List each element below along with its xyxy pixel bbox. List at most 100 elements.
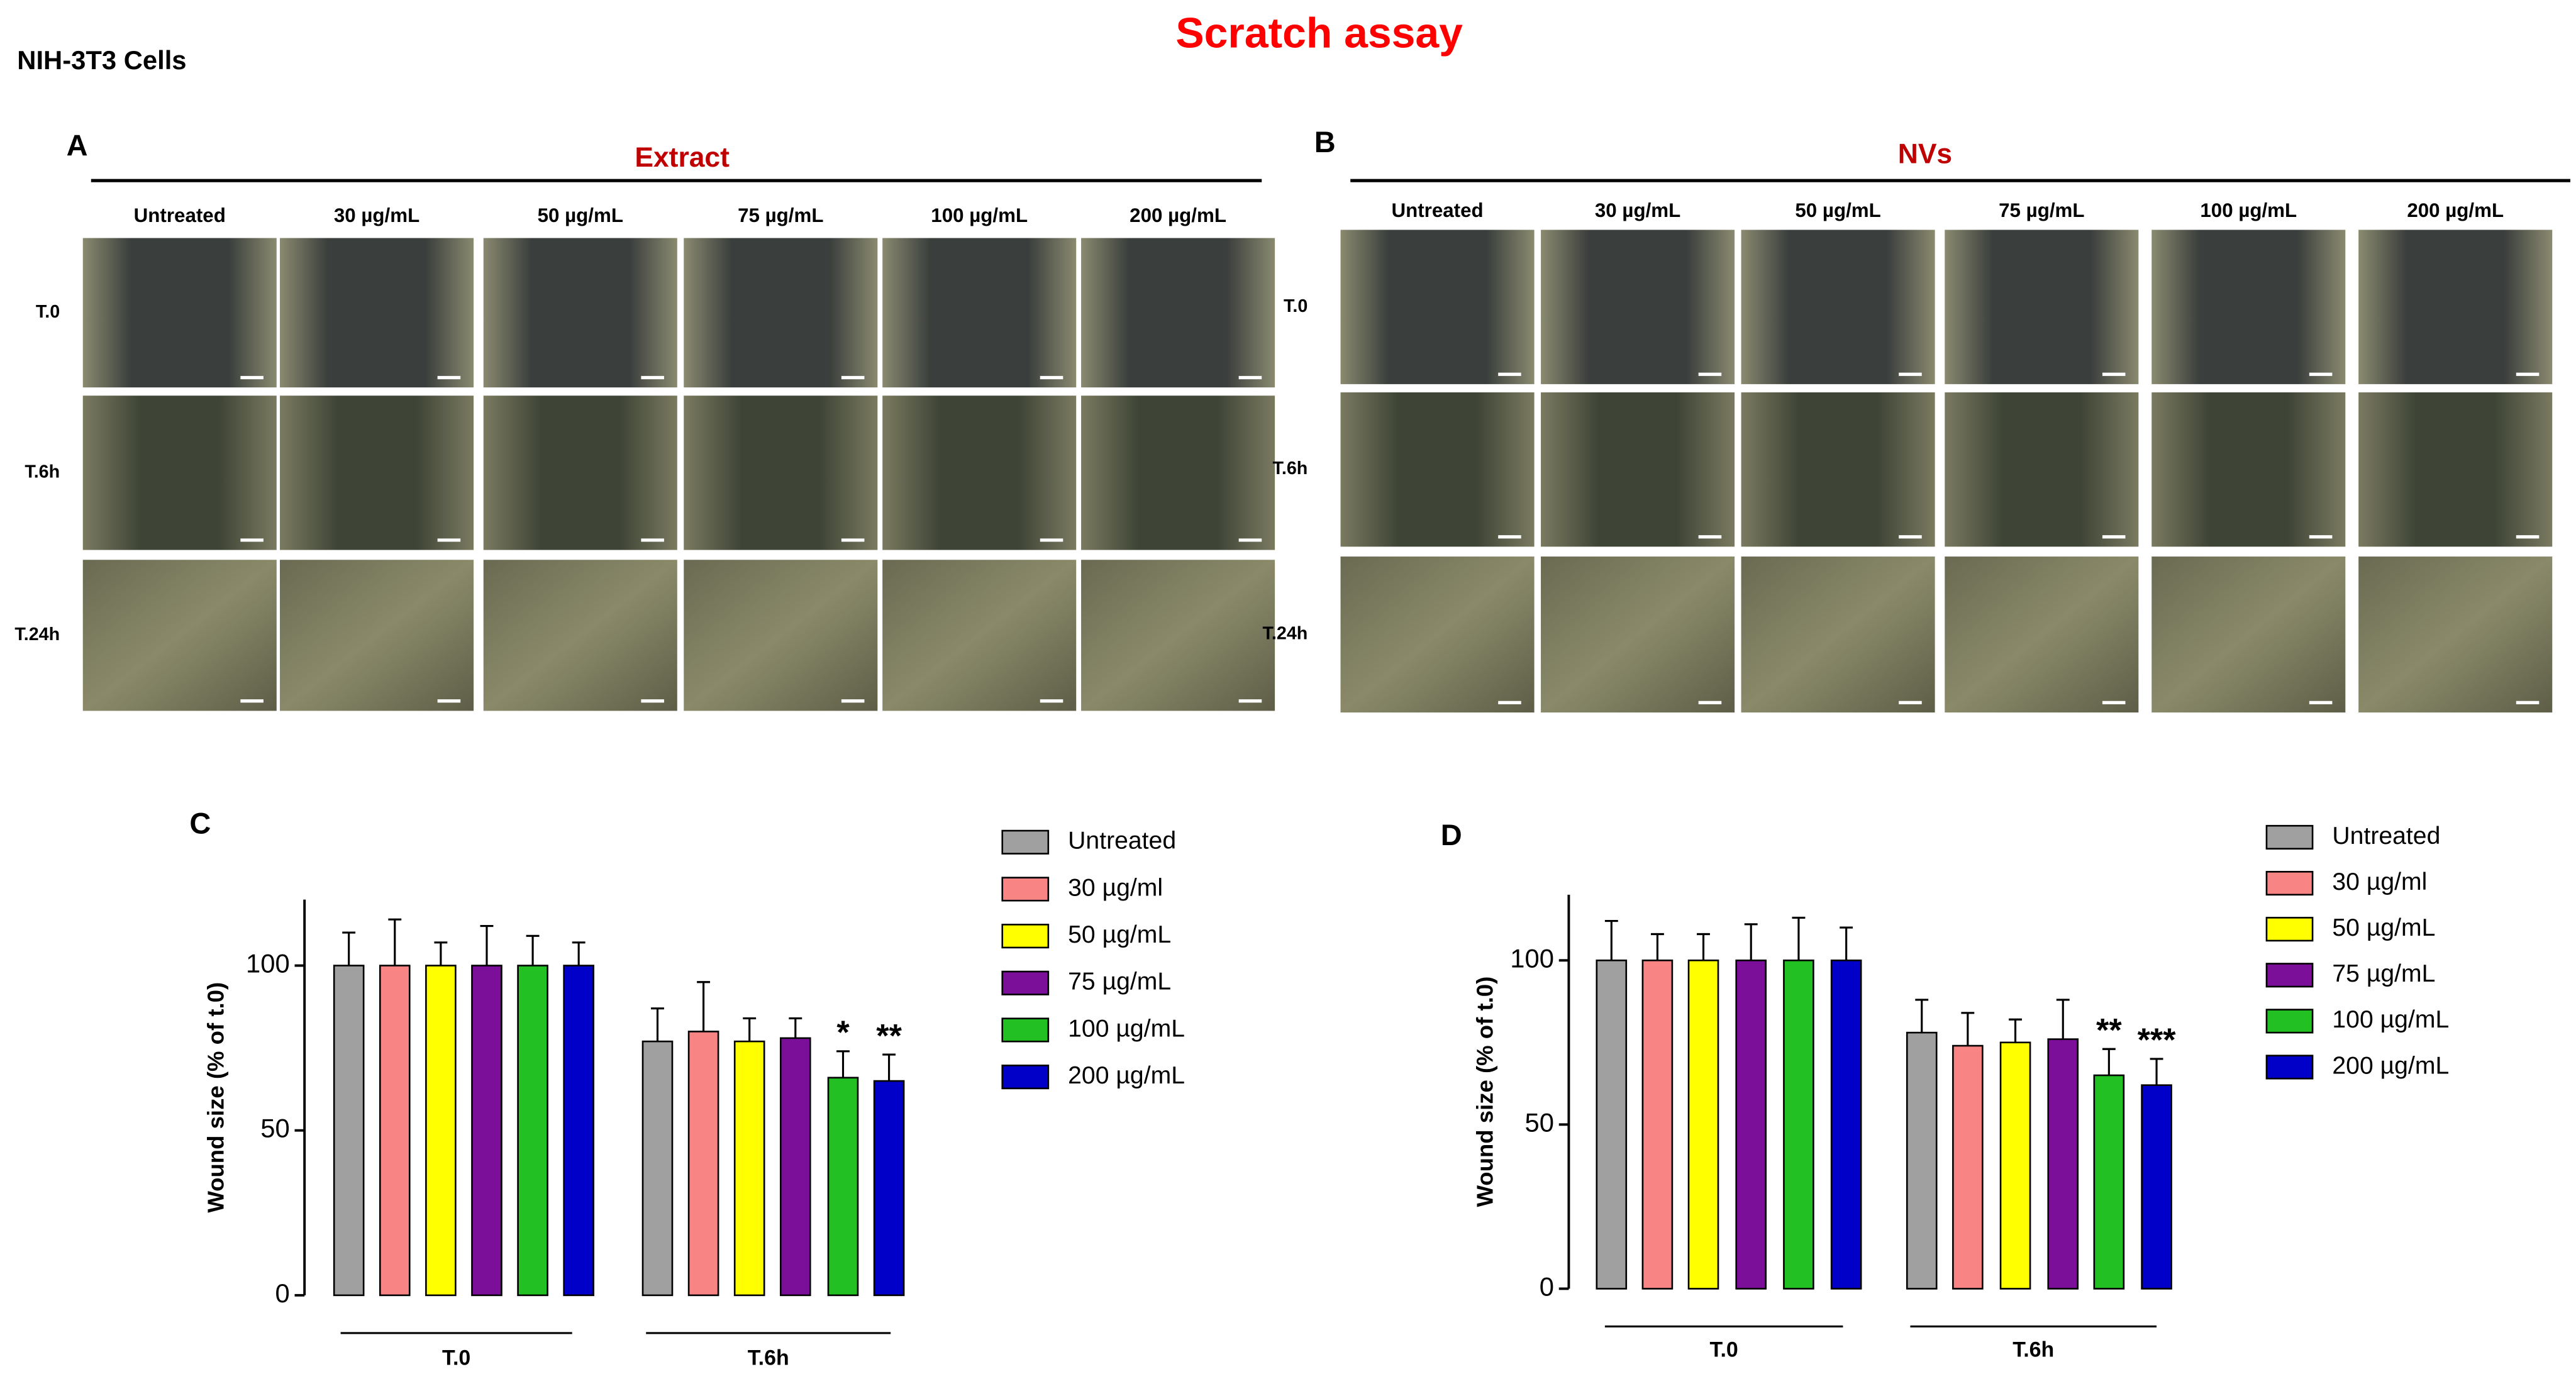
- micrograph: [280, 560, 474, 711]
- legend-label: 30 µg/ml: [2332, 868, 2427, 895]
- bar: [733, 1040, 765, 1297]
- panel-heading: Extract: [635, 142, 730, 173]
- column-label: 100 µg/mL: [2200, 199, 2297, 221]
- legend-swatch: [2265, 963, 2314, 988]
- legend-swatch: [2265, 917, 2314, 942]
- column-label: 200 µg/mL: [1130, 204, 1226, 226]
- error-bar: [836, 1050, 850, 1078]
- error-bar: [882, 1053, 896, 1082]
- significance-mark: **: [876, 1018, 902, 1055]
- micrograph: [2358, 230, 2553, 384]
- x-tick-label: T.6h: [2012, 1338, 2054, 1362]
- error-bar: [1604, 920, 1618, 961]
- legend-label: 75 µg/mL: [1068, 968, 1171, 995]
- micrograph: [1945, 230, 2139, 384]
- error-bar: [480, 925, 494, 966]
- micrograph: [1340, 230, 1535, 384]
- micrograph: [1081, 560, 1275, 711]
- row-label: T.24h: [14, 624, 60, 645]
- error-bar: [2009, 1018, 2022, 1043]
- micrograph: [1741, 557, 1935, 713]
- row-label: T.6h: [25, 462, 60, 482]
- legend-swatch: [2265, 870, 2314, 896]
- error-bar: [1792, 916, 1806, 961]
- micrograph: [1741, 392, 1935, 547]
- y-axis-label: Wound size (% of t.0): [203, 982, 228, 1213]
- error-bar: [1840, 926, 1853, 961]
- column-label: Untreated: [1391, 199, 1483, 221]
- micrograph: [1541, 557, 1735, 713]
- bar: [1999, 1041, 2031, 1290]
- cell-line-label: NIH-3T3 Cells: [17, 45, 186, 75]
- micrograph: [1340, 392, 1535, 547]
- bar: [641, 1040, 674, 1297]
- micrograph: [82, 396, 277, 550]
- x-tick-label: T.0: [1710, 1338, 1738, 1362]
- y-tick-label: 50: [260, 1114, 289, 1143]
- error-bar: [1961, 1012, 1975, 1046]
- bar: [563, 965, 594, 1297]
- micrograph: [882, 560, 1077, 711]
- legend-swatch: [1001, 1065, 1050, 1090]
- legend-label: 75 µg/mL: [2332, 960, 2435, 987]
- figure-title: Scratch assay: [1175, 9, 1463, 57]
- error-bar: [342, 931, 356, 966]
- bar: [687, 1031, 719, 1297]
- y-axis-label: Wound size (% of t.0): [1472, 977, 1498, 1207]
- column-label: 30 µg/mL: [334, 204, 419, 226]
- bar: [379, 965, 411, 1297]
- row-label: T.0: [1284, 296, 1307, 316]
- bar: [1687, 959, 1719, 1290]
- error-bar: [1650, 933, 1664, 961]
- legend-label: 100 µg/mL: [1068, 1015, 1185, 1042]
- error-bar: [789, 1017, 802, 1038]
- panel-label: C: [189, 807, 211, 840]
- legend-label: 200 µg/mL: [2332, 1052, 2449, 1079]
- column-label: 200 µg/mL: [2407, 199, 2504, 221]
- y-tick-label: 0: [275, 1278, 289, 1308]
- bar: [1830, 959, 1862, 1290]
- significance-mark: *: [836, 1015, 850, 1051]
- error-bar: [2150, 1058, 2163, 1085]
- bar: [1783, 959, 1814, 1290]
- y-tick-label: 100: [1510, 943, 1554, 973]
- y-tick-label: 100: [246, 949, 290, 978]
- bar: [1906, 1031, 1938, 1290]
- micrograph: [2151, 392, 2346, 547]
- x-tick-label: T.6h: [748, 1346, 789, 1370]
- column-label: 75 µg/mL: [1999, 199, 2084, 221]
- micrograph: [1081, 396, 1275, 550]
- legend-label: Untreated: [1068, 828, 1176, 855]
- error-bar: [572, 941, 586, 966]
- bar: [517, 965, 548, 1297]
- legend-swatch: [2265, 824, 2314, 850]
- y-tick-label: 50: [1524, 1107, 1553, 1137]
- micrograph: [1541, 230, 1735, 384]
- legend-swatch: [1001, 970, 1050, 995]
- micrograph: [483, 560, 677, 711]
- error-bar: [526, 934, 540, 966]
- significance-mark: **: [2096, 1012, 2122, 1049]
- legend-label: 50 µg/mL: [1068, 921, 1171, 948]
- legend-label: 200 µg/mL: [1068, 1062, 1185, 1089]
- micrograph: [1081, 238, 1275, 388]
- micrograph: [2358, 557, 2553, 713]
- micrograph: [1945, 392, 2139, 547]
- column-label: 100 µg/mL: [931, 204, 1028, 226]
- bar: [1952, 1044, 1984, 1290]
- panel-label: A: [67, 128, 88, 162]
- bar: [333, 965, 365, 1297]
- micrograph: [1741, 230, 1935, 384]
- micrograph: [280, 238, 474, 388]
- micrograph: [2151, 230, 2346, 384]
- legend-swatch: [1001, 829, 1050, 855]
- panel-heading: NVs: [1898, 139, 1952, 170]
- legend-label: 100 µg/mL: [2332, 1006, 2449, 1033]
- row-label: T.0: [36, 302, 60, 322]
- legend-swatch: [1001, 877, 1050, 902]
- error-bar: [2056, 999, 2070, 1039]
- error-bar: [1915, 999, 1929, 1033]
- legend-label: Untreated: [2332, 822, 2440, 850]
- micrograph: [82, 238, 277, 388]
